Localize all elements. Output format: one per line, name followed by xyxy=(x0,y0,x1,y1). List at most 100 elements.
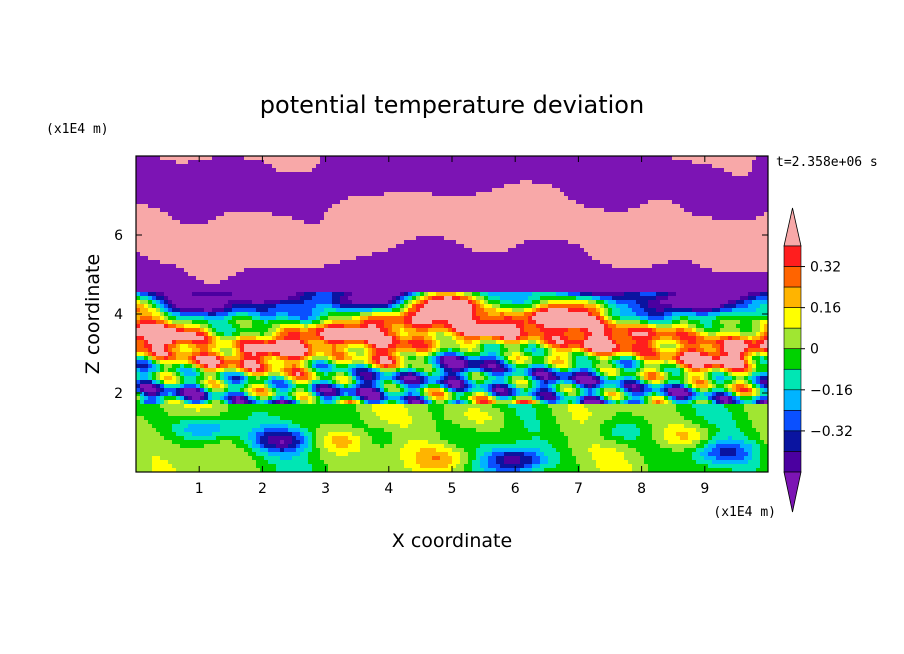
field-cell xyxy=(616,224,621,229)
field-cell xyxy=(244,208,249,213)
field-cell xyxy=(476,272,481,277)
field-cell xyxy=(628,252,633,257)
field-cell xyxy=(456,184,461,189)
field-cell xyxy=(680,256,685,261)
field-cell xyxy=(596,208,601,213)
field-cell xyxy=(168,180,173,185)
field-cell xyxy=(484,248,489,253)
field-cell xyxy=(724,192,729,197)
field-cell xyxy=(552,184,557,189)
field-cell xyxy=(188,176,193,181)
field-cell xyxy=(596,188,601,193)
field-cell xyxy=(428,160,433,165)
field-cell xyxy=(472,160,477,165)
field-cell xyxy=(516,200,521,205)
field-cell xyxy=(148,228,153,233)
field-cell xyxy=(564,156,569,161)
field-cell xyxy=(748,268,753,273)
field-cell xyxy=(432,204,437,209)
field-cell xyxy=(308,220,313,225)
field-cell xyxy=(484,156,489,161)
field-cell xyxy=(448,240,453,245)
field-cell xyxy=(608,220,613,225)
field-cell xyxy=(764,256,768,261)
field-cell xyxy=(656,268,661,273)
field-cell xyxy=(668,176,673,181)
field-cell xyxy=(728,188,733,193)
field-cell xyxy=(420,172,425,177)
field-cell xyxy=(452,200,457,205)
field-cell xyxy=(696,232,701,237)
field-cell xyxy=(396,236,401,241)
field-cell xyxy=(728,204,733,209)
field-cell xyxy=(676,276,681,281)
field-cell xyxy=(144,172,149,177)
field-cell xyxy=(364,212,369,217)
field-cell xyxy=(556,160,561,165)
field-cell xyxy=(300,256,305,261)
field-cell xyxy=(536,212,541,217)
field-cell xyxy=(168,248,173,253)
field-cell xyxy=(280,164,285,169)
field-cell xyxy=(512,260,517,265)
field-cell xyxy=(472,156,477,161)
field-cell xyxy=(624,256,629,261)
field-cell xyxy=(668,220,673,225)
field-cell xyxy=(424,236,429,241)
field-cell xyxy=(632,228,637,233)
field-cell xyxy=(476,276,481,281)
field-cell xyxy=(272,224,277,229)
field-cell xyxy=(300,252,305,257)
field-cell xyxy=(544,244,549,249)
field-cell xyxy=(212,176,217,181)
field-cell xyxy=(668,252,673,257)
field-cell xyxy=(612,176,617,181)
field-cell xyxy=(184,180,189,185)
field-cell xyxy=(504,256,509,261)
field-cell xyxy=(528,164,533,169)
field-cell xyxy=(572,244,577,249)
field-cell xyxy=(576,204,581,209)
field-cell xyxy=(372,164,377,169)
field-cell xyxy=(448,268,453,273)
field-cell xyxy=(420,276,425,281)
field-cell xyxy=(468,208,473,213)
field-cell xyxy=(372,168,377,173)
field-cell xyxy=(336,160,341,165)
field-cell xyxy=(428,224,433,229)
field-cell xyxy=(428,256,433,261)
field-cell xyxy=(216,200,221,205)
field-cell xyxy=(260,216,265,221)
field-cell xyxy=(740,244,745,249)
field-cell xyxy=(332,236,337,241)
field-cell xyxy=(436,216,441,221)
field-cell xyxy=(684,224,689,229)
field-cell xyxy=(236,280,241,285)
field-cell xyxy=(644,268,649,273)
field-cell xyxy=(140,160,145,165)
field-cell xyxy=(696,196,701,201)
field-cell xyxy=(732,252,737,257)
field-cell xyxy=(160,220,165,225)
field-cell xyxy=(404,216,409,221)
field-cell xyxy=(504,204,509,209)
field-cell xyxy=(752,256,757,261)
field-cell xyxy=(164,232,169,237)
field-cell xyxy=(364,252,369,257)
field-cell xyxy=(448,232,453,237)
field-cell xyxy=(332,196,337,201)
field-cell xyxy=(472,244,477,249)
field-cell xyxy=(652,212,657,217)
field-cell xyxy=(736,172,741,177)
field-cell xyxy=(192,236,197,241)
field-cell xyxy=(424,168,429,173)
field-cell xyxy=(512,272,517,277)
field-cell xyxy=(336,240,341,245)
field-cell xyxy=(208,204,213,209)
field-cell xyxy=(452,252,457,257)
field-cell xyxy=(760,164,765,169)
field-cell xyxy=(664,192,669,197)
field-cell xyxy=(344,192,349,197)
field-cell xyxy=(188,256,193,261)
field-cell xyxy=(320,184,325,189)
